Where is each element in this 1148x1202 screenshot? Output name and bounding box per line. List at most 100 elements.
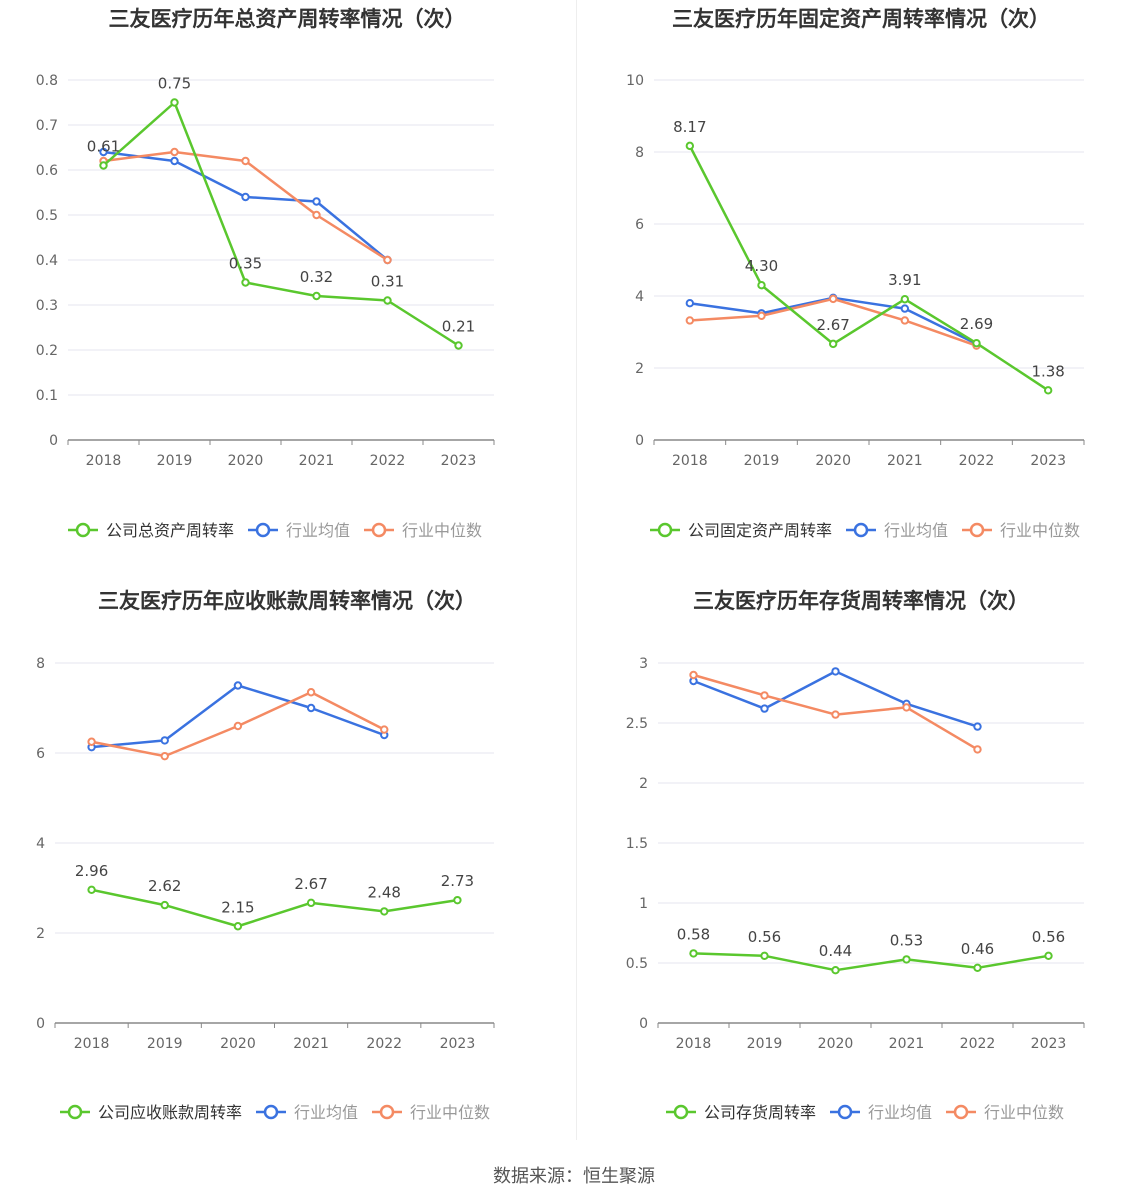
y-tick-label: 1 <box>639 896 648 912</box>
data-point-industry-avg <box>170 156 179 166</box>
y-tick-label: 0.7 <box>36 118 58 134</box>
legend-item-company[interactable]: 公司固定资产周转率 <box>650 521 832 540</box>
legend-label: 公司总资产周转率 <box>106 521 234 540</box>
data-point-company <box>902 955 911 964</box>
y-tick-label: 0 <box>639 1016 648 1032</box>
y-tick-label: 6 <box>635 217 644 233</box>
data-point-company <box>380 907 389 916</box>
legend-item-company[interactable]: 公司应收账款周转率 <box>60 1103 242 1122</box>
data-label: 0.44 <box>819 942 852 960</box>
y-tick-label: 1.5 <box>626 836 648 852</box>
data-label: 0.56 <box>1032 928 1065 946</box>
data-point-industry-avg <box>306 703 316 713</box>
data-point-company <box>87 885 96 894</box>
data-point-industry-median <box>685 316 695 325</box>
data-point-industry-avg <box>831 667 840 676</box>
y-tick-label: 8 <box>635 145 644 161</box>
y-tick-label: 4 <box>635 289 644 305</box>
data-point-industry-median <box>170 147 179 157</box>
chart-panel-receivables-turnover: 三友医疗历年应收账款周转率情况（次） 0 2 4 6 8 2018 2019 2020 2021 2… <box>0 582 574 1164</box>
data-point-industry-avg <box>760 704 769 713</box>
chart-panel-fixed-asset-turnover: 三友医疗历年固定资产周转率情况（次） 0 2 4 6 8 10 2018 2019 2020 202… <box>574 0 1148 582</box>
data-label: 8.17 <box>673 118 706 136</box>
data-point-industry-avg <box>900 304 910 313</box>
x-tick-label: 2022 <box>366 1036 402 1052</box>
data-point-company <box>454 341 463 350</box>
data-point-company <box>170 98 179 107</box>
data-point-industry-median <box>900 316 910 325</box>
legend-item-industry-avg[interactable]: 行业均值 <box>256 1103 358 1122</box>
data-point-company <box>241 278 250 287</box>
legend-item-industry-median[interactable]: 行业中位数 <box>372 1103 490 1122</box>
panel-divider <box>576 0 577 1140</box>
legend-item-industry-median[interactable]: 行业中位数 <box>364 521 482 540</box>
data-point-industry-median <box>828 294 838 304</box>
data-label: 3.91 <box>888 271 921 289</box>
y-tick-label: 3 <box>639 656 648 672</box>
legend-item-industry-avg[interactable]: 行业均值 <box>846 521 948 540</box>
x-tick-label: 2018 <box>74 1036 110 1052</box>
data-point-industry-median <box>233 721 243 731</box>
x-tick-label: 2020 <box>818 1036 854 1052</box>
x-tick-label: 2019 <box>747 1036 783 1052</box>
data-point-industry-median <box>973 745 982 754</box>
y-tick-label: 0.2 <box>36 343 58 359</box>
data-point-company <box>1043 386 1053 395</box>
y-tick-label: 0.4 <box>36 253 58 269</box>
x-tick-label: 2020 <box>228 453 264 469</box>
y-tick-label: 10 <box>626 73 644 89</box>
data-point-industry-avg <box>160 736 169 745</box>
data-point-industry-avg <box>312 197 321 206</box>
chart-receivables-turnover: 三友医疗历年应收账款周转率情况（次） 0 2 4 6 8 2018 2019 2020 2021 2… <box>36 589 495 1122</box>
data-point-company <box>685 141 695 151</box>
data-point-company <box>99 161 108 170</box>
data-point-industry-median <box>383 255 392 265</box>
data-point-industry-median <box>902 703 911 712</box>
x-tick-label: 2018 <box>672 453 708 469</box>
x-tick-label: 2022 <box>370 453 406 469</box>
data-point-company <box>453 895 462 905</box>
series-line-company <box>91 888 458 928</box>
legend-label: 公司固定资产周转率 <box>688 521 832 540</box>
y-tick-label: 0.8 <box>36 73 58 89</box>
data-point-industry-avg <box>241 192 250 202</box>
legend-item-company[interactable]: 公司总资产周转率 <box>68 521 234 540</box>
series-line-industry-avg <box>103 150 389 261</box>
legend-item-company[interactable]: 公司存货周转率 <box>666 1103 816 1122</box>
data-point-industry-median <box>241 156 250 166</box>
legend-label: 行业均值 <box>286 521 350 540</box>
data-point-industry-avg <box>973 722 982 731</box>
x-tick-label: 2021 <box>293 1036 329 1052</box>
legend-marker-icon <box>263 1104 279 1120</box>
x-tick-label: 2022 <box>960 1036 996 1052</box>
y-tick-label: 0 <box>635 433 644 449</box>
legend-marker-icon <box>853 522 869 538</box>
y-tick-label: 0.5 <box>626 956 648 972</box>
data-point-company <box>760 951 769 960</box>
data-point-company <box>900 295 910 304</box>
y-tick-label: 6 <box>36 746 45 762</box>
legend-item-industry-avg[interactable]: 行业均值 <box>830 1103 932 1122</box>
chart-title: 三友医疗历年存货周转率情况（次） <box>693 589 1029 613</box>
chart-panel-total-asset-turnover: 三友医疗历年总资产周转率情况（次） 0 0.1 0.2 0.3 0.4 0.5 0.6 0.7 0… <box>0 0 574 582</box>
y-tick-label: 0.1 <box>36 388 58 404</box>
legend-marker-icon <box>969 522 985 538</box>
legend-item-industry-avg[interactable]: 行业均值 <box>248 521 350 540</box>
data-label: 0.35 <box>229 255 262 273</box>
x-tick-label: 2020 <box>220 1036 256 1052</box>
data-point-industry-median <box>757 311 766 320</box>
legend-marker-icon <box>837 1104 853 1120</box>
series-line-industry-avg <box>91 684 385 749</box>
legend-marker-icon <box>255 522 271 538</box>
legend-marker-icon <box>953 1104 969 1120</box>
y-tick-label: 2 <box>36 926 45 942</box>
series-line-industry-median <box>103 150 389 262</box>
legend-item-industry-median[interactable]: 行业中位数 <box>962 521 1080 540</box>
data-point-company <box>831 966 840 975</box>
x-tick-label: 2023 <box>1031 1036 1067 1052</box>
data-label: 2.73 <box>441 872 474 890</box>
legend-item-industry-median[interactable]: 行业中位数 <box>946 1103 1064 1122</box>
legend-label: 行业均值 <box>868 1103 932 1122</box>
data-label: 0.32 <box>300 268 333 286</box>
data-label: 0.31 <box>371 273 404 291</box>
